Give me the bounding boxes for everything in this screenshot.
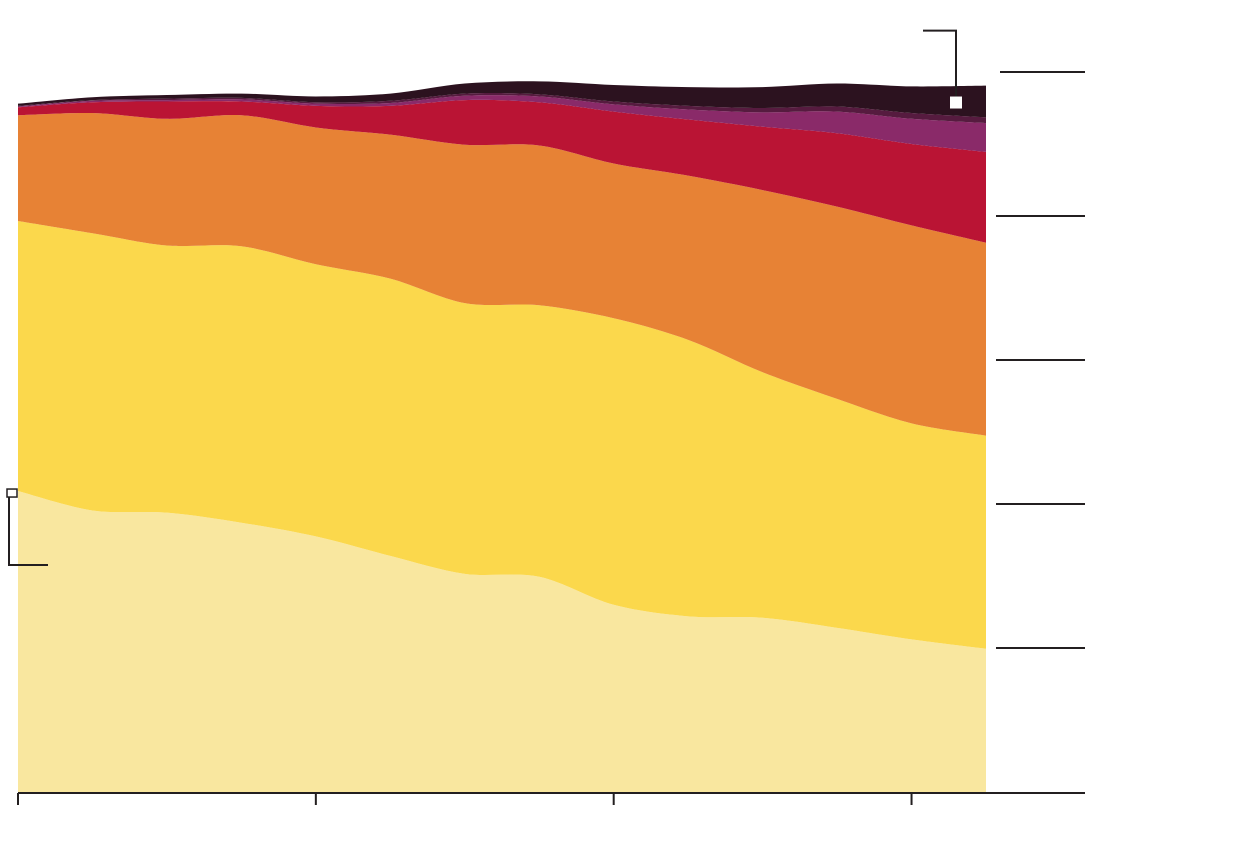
annotation-bracket-0 bbox=[6, 488, 48, 567]
y-axis-ticks bbox=[996, 71, 1085, 649]
area-series-3 bbox=[18, 99, 986, 243]
area-series-5 bbox=[18, 93, 986, 124]
area-series-2 bbox=[18, 112, 986, 436]
area-series-0 bbox=[18, 491, 986, 792]
x-axis bbox=[17, 792, 1085, 805]
annotation-marker bbox=[6, 488, 18, 498]
annotation-leader bbox=[8, 497, 48, 567]
annotations bbox=[6, 29, 962, 567]
area-series-4 bbox=[18, 95, 986, 152]
annotation-bracket-1 bbox=[923, 29, 962, 109]
annotation-leader bbox=[923, 29, 957, 101]
area-series-1 bbox=[18, 221, 986, 649]
area-layers bbox=[18, 81, 986, 792]
area-series-6 bbox=[18, 81, 986, 118]
annotation-marker bbox=[950, 96, 962, 109]
